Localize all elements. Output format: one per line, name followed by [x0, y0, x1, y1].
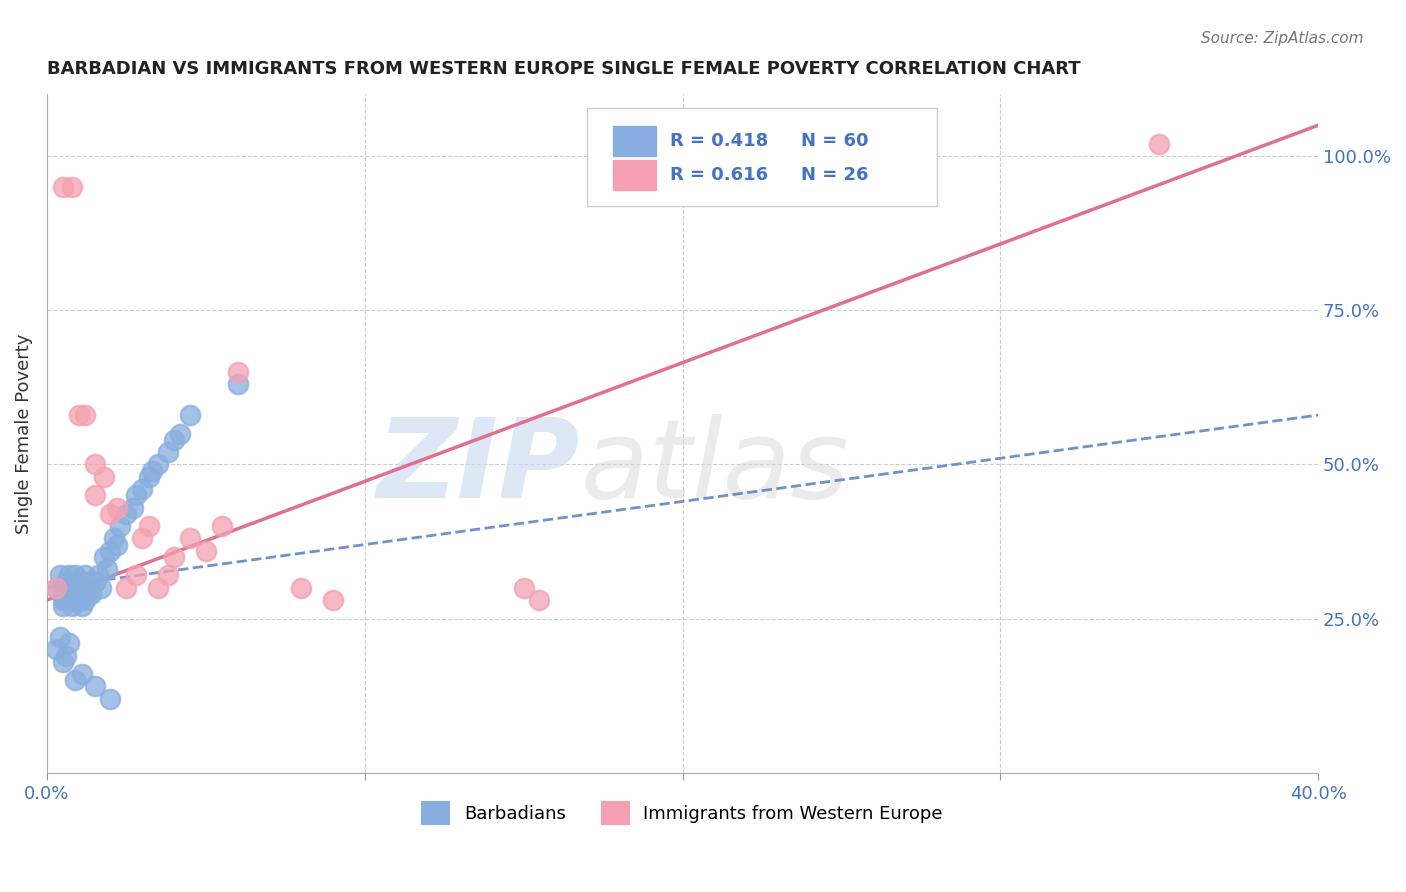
- Point: [93, 549, 115, 564]
- Point: [52, 655, 75, 669]
- Point: [115, 507, 138, 521]
- Text: N = 60: N = 60: [801, 132, 869, 150]
- Point: [55, 574, 77, 589]
- Point: [138, 519, 160, 533]
- Point: [163, 549, 186, 564]
- Point: [55, 593, 77, 607]
- Point: [96, 562, 118, 576]
- Point: [70, 574, 93, 589]
- Point: [512, 581, 534, 595]
- Point: [125, 488, 148, 502]
- Text: R = 0.616: R = 0.616: [669, 166, 768, 184]
- Point: [211, 519, 233, 533]
- Point: [60, 599, 83, 614]
- Point: [156, 568, 179, 582]
- Point: [87, 568, 110, 582]
- Point: [125, 568, 148, 582]
- FancyBboxPatch shape: [588, 108, 936, 206]
- Point: [194, 543, 217, 558]
- Point: [73, 568, 96, 582]
- Point: [100, 507, 122, 521]
- Point: [45, 581, 67, 595]
- Point: [83, 574, 105, 589]
- Point: [67, 408, 90, 422]
- Point: [48, 568, 70, 582]
- Point: [70, 667, 93, 681]
- FancyBboxPatch shape: [613, 127, 655, 156]
- Point: [52, 593, 75, 607]
- Point: [45, 581, 67, 595]
- FancyBboxPatch shape: [613, 161, 655, 190]
- Text: ZIP: ZIP: [377, 414, 581, 521]
- Point: [77, 581, 100, 595]
- Point: [290, 581, 312, 595]
- Point: [73, 581, 96, 595]
- Point: [65, 568, 87, 582]
- Point: [156, 445, 179, 459]
- Point: [83, 458, 105, 472]
- Point: [146, 458, 169, 472]
- Point: [52, 180, 75, 194]
- Point: [67, 593, 90, 607]
- Point: [105, 500, 128, 515]
- Point: [77, 574, 100, 589]
- Point: [83, 488, 105, 502]
- Point: [58, 568, 80, 582]
- Point: [58, 581, 80, 595]
- Point: [138, 469, 160, 483]
- Point: [108, 519, 131, 533]
- Point: [58, 636, 80, 650]
- Point: [529, 593, 551, 607]
- Point: [60, 180, 83, 194]
- Point: [322, 593, 344, 607]
- Point: [90, 581, 112, 595]
- Point: [60, 574, 83, 589]
- Point: [100, 543, 122, 558]
- Point: [100, 691, 122, 706]
- Point: [58, 587, 80, 601]
- Point: [73, 593, 96, 607]
- Point: [55, 648, 77, 663]
- Point: [131, 532, 153, 546]
- Text: atlas: atlas: [581, 414, 849, 521]
- Point: [103, 532, 125, 546]
- Point: [179, 408, 201, 422]
- Point: [163, 433, 186, 447]
- Point: [48, 630, 70, 644]
- Point: [65, 581, 87, 595]
- Point: [105, 538, 128, 552]
- Point: [65, 581, 87, 595]
- Point: [179, 532, 201, 546]
- Point: [52, 587, 75, 601]
- Point: [67, 581, 90, 595]
- Point: [121, 500, 143, 515]
- Point: [52, 599, 75, 614]
- Point: [77, 587, 100, 601]
- Point: [131, 482, 153, 496]
- Text: N = 26: N = 26: [801, 166, 869, 184]
- Y-axis label: Single Female Poverty: Single Female Poverty: [15, 334, 32, 533]
- Point: [73, 408, 96, 422]
- Point: [146, 581, 169, 595]
- Text: R = 0.418: R = 0.418: [669, 132, 768, 150]
- Point: [70, 587, 93, 601]
- Point: [169, 426, 191, 441]
- Point: [67, 593, 90, 607]
- Point: [70, 599, 93, 614]
- Point: [65, 673, 87, 688]
- Point: [60, 587, 83, 601]
- Point: [45, 642, 67, 657]
- Point: [115, 581, 138, 595]
- Point: [93, 469, 115, 483]
- Point: [80, 587, 103, 601]
- Legend: Barbadians, Immigrants from Western Europe: Barbadians, Immigrants from Western Euro…: [415, 795, 950, 831]
- Text: BARBADIAN VS IMMIGRANTS FROM WESTERN EUROPE SINGLE FEMALE POVERTY CORRELATION CH: BARBADIAN VS IMMIGRANTS FROM WESTERN EUR…: [46, 60, 1081, 78]
- Point: [226, 377, 249, 392]
- Point: [226, 365, 249, 379]
- Point: [141, 464, 163, 478]
- Point: [83, 680, 105, 694]
- Point: [1147, 136, 1170, 151]
- Text: Source: ZipAtlas.com: Source: ZipAtlas.com: [1201, 31, 1364, 46]
- Point: [67, 587, 90, 601]
